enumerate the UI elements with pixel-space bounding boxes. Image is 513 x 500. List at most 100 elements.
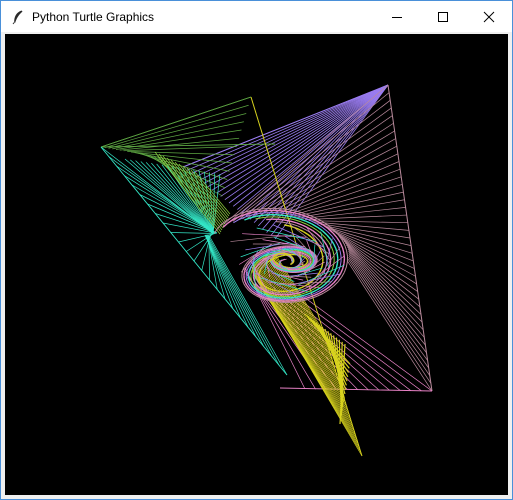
turtle-stroke (335, 232, 417, 285)
turtle-stroke (191, 84, 389, 174)
turtle-stroke (291, 216, 300, 220)
turtle-stroke (258, 278, 261, 282)
turtle-stroke (112, 121, 244, 150)
turtle-stroke (216, 84, 389, 194)
turtle-stroke (279, 245, 285, 248)
turtle-stroke (241, 279, 245, 284)
turtle-stroke (264, 256, 269, 274)
turtle-stroke (250, 96, 291, 225)
turtle-stroke (312, 226, 318, 231)
turtle-stroke (301, 268, 304, 271)
turtle-stroke (314, 216, 322, 222)
turtle-stroke (267, 293, 272, 296)
turtle-stroke (303, 217, 311, 222)
turtle-stroke (323, 286, 330, 291)
turtle-stroke (273, 255, 276, 257)
turtle-stroke (256, 287, 261, 291)
turtle-stroke (298, 218, 306, 222)
turtle-stroke (266, 250, 271, 254)
turtle-stroke (348, 251, 427, 353)
turtle-stroke (298, 211, 308, 215)
turtle-stroke (320, 283, 326, 289)
turtle-stroke (289, 254, 292, 257)
turtle-stroke (259, 293, 265, 297)
turtle-stroke (348, 257, 431, 376)
turtle-stroke (321, 223, 329, 229)
turtle-stroke (188, 168, 214, 235)
title-bar[interactable]: Python Turtle Graphics (1, 1, 512, 32)
turtle-stroke (277, 264, 280, 267)
turtle-stroke (332, 229, 339, 235)
turtle-stroke (318, 240, 323, 245)
turtle-stroke (277, 266, 280, 269)
turtle-stroke (242, 115, 393, 220)
turtle-stroke (270, 290, 275, 293)
turtle-stroke (263, 293, 269, 297)
turtle-stroke (265, 299, 272, 302)
turtle-stroke (309, 220, 408, 224)
turtle-stroke (194, 171, 231, 215)
turtle-stroke (255, 217, 262, 220)
turtle-stroke (268, 297, 275, 300)
turtle-stroke (273, 298, 280, 300)
turtle-stroke (271, 294, 277, 297)
turtle-canvas[interactable] (5, 34, 508, 495)
turtle-stroke (238, 216, 246, 221)
turtle-stroke (203, 84, 389, 184)
minimize-button[interactable] (374, 1, 420, 32)
turtle-stroke (314, 254, 317, 257)
turtle-stroke (186, 167, 229, 219)
turtle-stroke (162, 155, 223, 231)
turtle-stroke (130, 151, 233, 164)
turtle-stroke (333, 278, 338, 284)
close-button[interactable] (466, 1, 512, 32)
turtle-stroke (277, 265, 280, 268)
turtle-stroke (227, 218, 234, 224)
turtle-stroke (158, 153, 222, 233)
maximize-button[interactable] (420, 1, 466, 32)
turtle-stroke (307, 265, 311, 268)
turtle-stroke (341, 263, 345, 270)
turtle-stroke (284, 214, 293, 218)
turtle-stroke (306, 295, 314, 299)
turtle-stroke (249, 256, 254, 261)
turtle-stroke (330, 238, 335, 245)
turtle-stroke (249, 286, 253, 290)
turtle-stroke (251, 292, 257, 297)
turtle-stroke (267, 259, 271, 263)
turtle-stroke (255, 283, 259, 287)
turtle-stroke (252, 264, 347, 404)
turtle-stroke (311, 263, 314, 266)
turtle-stroke (277, 214, 286, 217)
turtle-stroke (339, 268, 344, 275)
turtle-stroke (272, 247, 278, 250)
turtle-stroke (223, 84, 389, 225)
turtle-stroke (339, 242, 344, 249)
turtle-stroke (270, 256, 274, 259)
turtle-stroke (267, 295, 273, 298)
turtle-stroke (291, 298, 298, 300)
turtle-stroke (327, 227, 334, 234)
turtle-stroke (275, 253, 277, 256)
turtle-stroke (248, 287, 253, 292)
turtle-stroke (301, 253, 304, 256)
turtle-stroke (130, 159, 214, 235)
turtle-stroke (278, 267, 281, 270)
turtle-stroke (255, 289, 260, 293)
turtle-stroke (151, 162, 214, 235)
turtle-stroke (301, 251, 305, 253)
turtle-stroke (255, 293, 261, 297)
turtle-stroke (307, 226, 313, 232)
turtle-stroke (123, 146, 237, 152)
turtle-stroke (300, 221, 308, 225)
turtle-stroke (309, 261, 312, 264)
turtle-stroke (277, 263, 280, 266)
turtle-stroke (308, 216, 317, 222)
turtle-stroke (306, 240, 316, 265)
turtle-stroke (339, 260, 342, 266)
turtle-stroke (100, 96, 252, 148)
turtle-stroke (296, 199, 405, 219)
turtle-stroke (259, 263, 263, 267)
turtle-stroke (224, 84, 389, 201)
turtle-stroke (332, 230, 416, 277)
